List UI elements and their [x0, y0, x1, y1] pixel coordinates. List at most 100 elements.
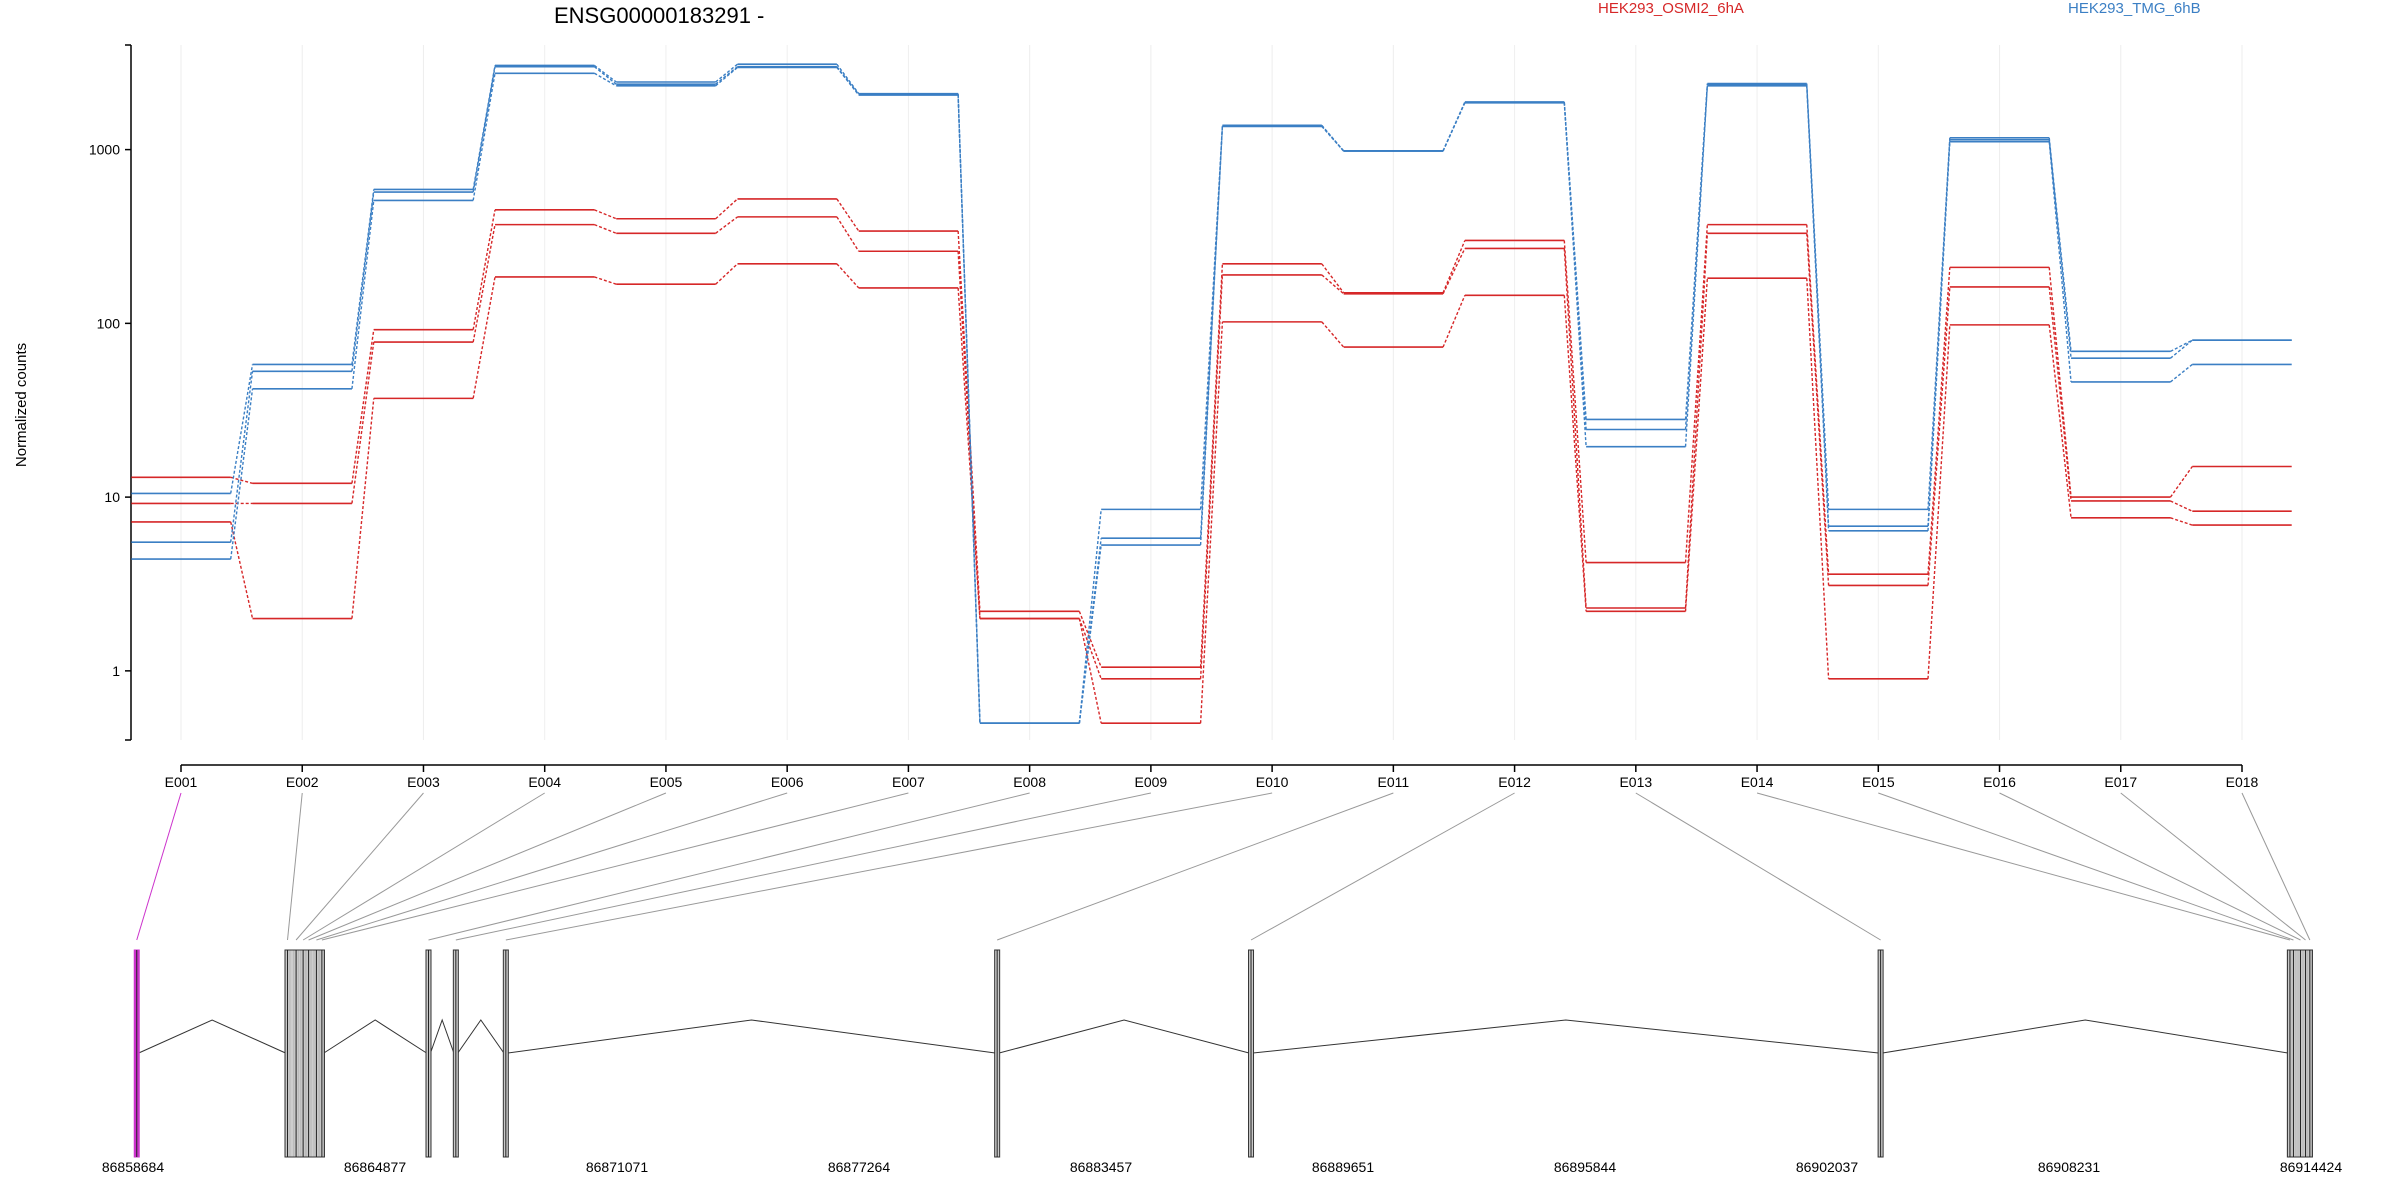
exon-transition-E006 — [836, 216, 860, 252]
exon-transition-E012 — [1563, 295, 1587, 612]
exon-transition-E002 — [351, 398, 375, 619]
exon-transition-E006 — [836, 67, 860, 96]
exon-transition-E009 — [1199, 125, 1224, 539]
series-blue-6 — [131, 66, 2292, 724]
x-tick-label-E015: E015 — [1862, 774, 1895, 790]
y-tick-label-100: 100 — [97, 315, 121, 331]
legend-entry-tmg: HEK293_TMG_6hB — [2068, 0, 2201, 17]
x-tick-label-E005: E005 — [650, 774, 683, 790]
series-red-3 — [131, 263, 2292, 724]
chart-title: ENSG00000183291 - — [554, 3, 764, 28]
coordinate-label-2: 86864877 — [344, 1159, 407, 1175]
exon-transition-E009 — [1199, 263, 1224, 668]
connector-E005 — [308, 792, 667, 941]
connector-E015 — [1878, 792, 2294, 941]
exon-transition-E004 — [594, 72, 617, 87]
intron-7 — [1252, 1019, 1879, 1054]
y-tick-label-10: 10 — [104, 489, 120, 505]
exon-transition-E013 — [1684, 84, 1709, 430]
connector-E006 — [316, 792, 788, 941]
exon-transition-E011 — [1442, 102, 1466, 152]
connector-E007 — [321, 792, 909, 941]
exon-transition-E012 — [1563, 248, 1587, 609]
connector-E002 — [287, 792, 303, 941]
exon-transition-E009 — [1199, 321, 1224, 724]
exon-transition-E013 — [1684, 224, 1709, 563]
exon-transition-E014 — [1806, 278, 1830, 679]
exon-transition-E003 — [472, 66, 496, 193]
exon-transition-E008 — [1078, 611, 1102, 668]
y-axis: 1 10 100 1000 — [89, 44, 132, 741]
connector-E004 — [302, 792, 545, 941]
exon-cluster-9 — [2286, 949, 2313, 1158]
exon-transition-E001 — [230, 371, 254, 543]
connector-E014 — [1756, 792, 2291, 941]
exon-transition-E010 — [1321, 125, 1345, 152]
exon-transition-E014 — [1806, 233, 1830, 586]
exon-transition-E002 — [351, 191, 375, 372]
exon-transition-E017 — [2170, 500, 2193, 512]
exon-transition-E008 — [1078, 618, 1102, 724]
exon-transition-E013 — [1684, 278, 1709, 612]
intron-3 — [430, 1018, 455, 1054]
x-tick-label-E001: E001 — [165, 774, 198, 790]
exon-connector-lines — [136, 792, 2311, 941]
exon-transition-E016 — [2048, 286, 2072, 502]
series-red-2 — [131, 216, 2292, 680]
coordinate-label-3: 86871071 — [586, 1159, 649, 1175]
exon-transition-E004 — [593, 64, 617, 83]
series-red-1 — [131, 198, 2292, 668]
exon-transition-E005 — [715, 198, 738, 220]
y-tick-label-1000: 1000 — [89, 142, 120, 158]
coordinate-label-1: 86858684 — [102, 1159, 165, 1175]
gene-model — [133, 949, 2313, 1158]
coordinate-label-9: 86908231 — [2038, 1159, 2101, 1175]
exon-transition-E005 — [715, 63, 738, 83]
exon-transition-E003 — [472, 276, 496, 399]
exon-transition-E004 — [594, 223, 617, 234]
coordinate-label-5: 86883457 — [1070, 1159, 1133, 1175]
exon-transition-E002 — [351, 329, 375, 484]
exon-transition-E007 — [957, 93, 981, 724]
exon-transition-E002 — [351, 189, 375, 365]
exon-transition-E004 — [594, 276, 617, 285]
exon-transition-E005 — [715, 216, 738, 234]
connector-E003 — [295, 792, 424, 941]
connector-E008 — [428, 792, 1030, 941]
exon-transition-E017 — [2169, 466, 2193, 498]
x-tick-label-E018: E018 — [2226, 774, 2259, 790]
connector-E016 — [1999, 792, 2301, 941]
x-tick-label-E002: E002 — [286, 774, 319, 790]
exon-transition-E005 — [715, 263, 738, 285]
intron-4 — [457, 1019, 505, 1054]
exon-transition-E001 — [230, 521, 254, 619]
exon-transition-E006 — [836, 263, 860, 289]
exon-transition-E015 — [1927, 324, 1951, 679]
exon-transition-E006 — [836, 63, 860, 95]
exon-transition-E001 — [230, 476, 253, 485]
x-tick-label-E011: E011 — [1378, 774, 1410, 790]
x-tick-label-E012: E012 — [1498, 774, 1531, 790]
coordinate-label-4: 86877264 — [828, 1159, 891, 1175]
x-tick-label-E006: E006 — [771, 774, 804, 790]
x-tick-label-E013: E013 — [1619, 774, 1652, 790]
genomic-coordinate-labels: 86858684 86864877 86871071 86877264 86883457… — [102, 1159, 2343, 1175]
x-tick-label-E010: E010 — [1256, 774, 1289, 790]
exon-transition-E008 — [1078, 618, 1102, 680]
exon-transition-E014 — [1806, 85, 1830, 531]
exon-transition-E003 — [472, 73, 496, 201]
connector-E009 — [455, 792, 1151, 941]
coordinate-label-8: 86902037 — [1796, 1159, 1859, 1175]
connector-E010 — [505, 792, 1273, 941]
exon-transition-E016 — [2048, 324, 2072, 518]
exon-transition-E002 — [351, 342, 375, 504]
vertical-gridlines — [180, 45, 2243, 740]
coordinate-label-6: 86889651 — [1312, 1159, 1375, 1175]
series-blue-5 — [131, 65, 2292, 724]
exon-transition-E017 — [2170, 363, 2193, 383]
exon-transition-E011 — [1442, 248, 1466, 295]
exon-transition-E013 — [1684, 233, 1709, 609]
exon-transition-E017 — [2170, 517, 2193, 526]
x-tick-label-E003: E003 — [407, 774, 440, 790]
x-tick-label-E008: E008 — [1013, 774, 1046, 790]
